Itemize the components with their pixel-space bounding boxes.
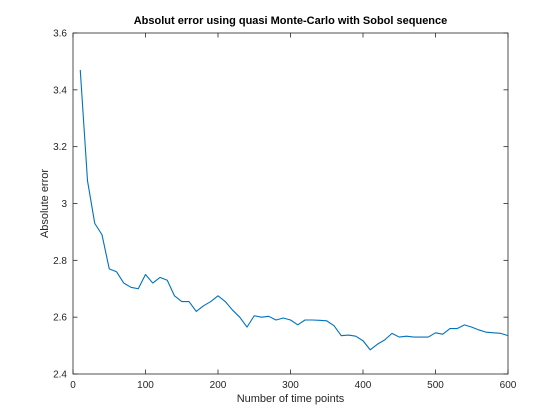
- axes-box: [73, 33, 508, 374]
- y-axis-label: Absolute error: [39, 169, 51, 238]
- y-tick-label: 2.6: [53, 313, 67, 324]
- x-tick-label: 300: [282, 380, 299, 391]
- y-tick-label: 3.6: [53, 29, 67, 40]
- x-tick-label: 600: [500, 380, 517, 391]
- plot-area: 0 100 200 300 400 500 600 2.4 2.6 2.8 3 3.2 3.4 3.6: [53, 29, 517, 392]
- chart-title: Absolut error using quasi Monte-Carlo wi…: [134, 15, 448, 27]
- x-tick-label: 500: [427, 380, 444, 391]
- y-tick-label: 2.8: [53, 256, 67, 267]
- y-tick-label: 3.4: [53, 85, 67, 96]
- x-tick-label: 200: [210, 380, 227, 391]
- y-tick-label: 2.4: [53, 370, 67, 381]
- y-tick-label: 3.2: [53, 142, 67, 153]
- x-tick-label: 400: [355, 380, 372, 391]
- x-tick-label: 100: [137, 380, 154, 391]
- y-tick-label: 3: [61, 199, 67, 210]
- x-tick-label: 0: [70, 380, 76, 391]
- x-axis-label: Number of time points: [237, 393, 345, 405]
